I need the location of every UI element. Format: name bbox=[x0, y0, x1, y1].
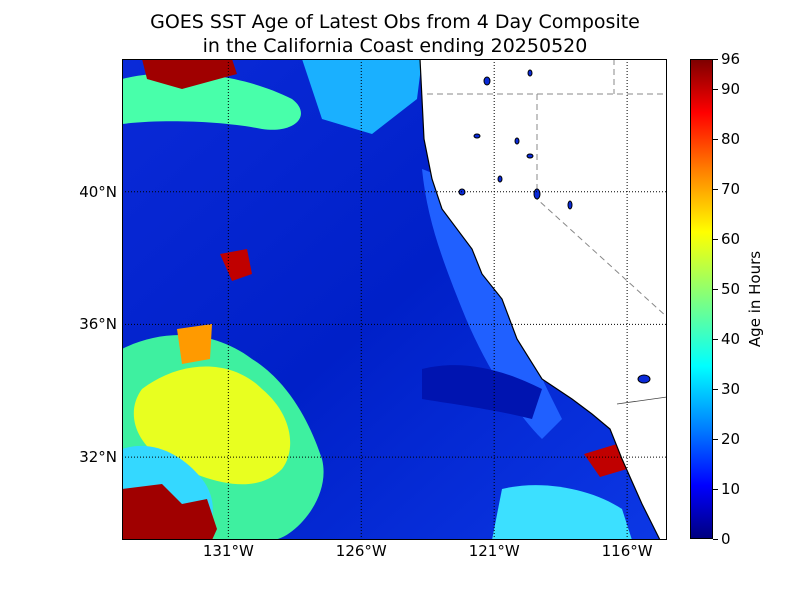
graticule bbox=[122, 59, 667, 540]
colorbar-tick-mark bbox=[713, 489, 718, 490]
colorbar-tick-label: 40 bbox=[721, 330, 741, 348]
colorbar-tick-mark bbox=[713, 189, 718, 190]
offshore-orange-patch bbox=[177, 324, 212, 364]
colorbar-tick-label: 10 bbox=[721, 480, 741, 498]
land-area bbox=[419, 59, 667, 540]
southwest-red-patch bbox=[122, 484, 217, 540]
latitude-tick-label: 40°N bbox=[79, 182, 117, 201]
colorbar-tick-mark bbox=[713, 339, 718, 340]
colorbar-tick-mark bbox=[713, 59, 718, 60]
longitude-tick-label: 121°W bbox=[468, 542, 520, 560]
sst-age-map bbox=[122, 59, 667, 540]
colorbar-tick-label: 60 bbox=[721, 230, 741, 248]
map-frame bbox=[122, 59, 667, 540]
colorbar-tick-label: 96 bbox=[721, 50, 741, 68]
longitude-tick-label: 126°W bbox=[335, 542, 387, 560]
north-cyan-patch bbox=[302, 59, 422, 134]
colorbar-tick-mark bbox=[713, 289, 718, 290]
colorbar-tick-mark bbox=[713, 539, 718, 540]
colorbar-tick-mark bbox=[713, 139, 718, 140]
colorbar-tick-mark bbox=[713, 389, 718, 390]
colorbar-tick-label: 70 bbox=[721, 180, 741, 198]
south-cyan-patch bbox=[492, 485, 632, 540]
colorbar-tick-mark bbox=[713, 239, 718, 240]
latitude-tick-label: 36°N bbox=[79, 315, 117, 334]
map-title-line2: in the California Coast ending 20250520 bbox=[202, 35, 588, 57]
colorbar-tick-label: 20 bbox=[721, 430, 741, 448]
longitude-tick-label: 116°W bbox=[601, 542, 653, 560]
colorbar-tick-mark bbox=[713, 89, 718, 90]
colorbar-tick-mark bbox=[713, 439, 718, 440]
sst-age-patches bbox=[122, 59, 632, 540]
colorbar-tick-label: 30 bbox=[721, 380, 741, 398]
lakes bbox=[458, 69, 651, 384]
mexico-border bbox=[616, 396, 667, 405]
northwest-green-patch bbox=[122, 73, 301, 130]
colorbar bbox=[690, 59, 713, 539]
latitude-tick-label: 32°N bbox=[79, 448, 117, 467]
colorbar-tick-label: 90 bbox=[721, 80, 741, 98]
south-red-patch bbox=[584, 444, 627, 477]
deep-blue-band bbox=[422, 365, 542, 419]
colorbar-label: Age in Hours bbox=[746, 250, 764, 348]
colorbar-tick-label: 50 bbox=[721, 280, 741, 298]
colorbar-tick-label: 0 bbox=[721, 530, 731, 548]
longitude-tick-label: 131°W bbox=[202, 542, 254, 560]
coastal-light-blue-patch bbox=[422, 169, 562, 439]
colorbar-tick-label: 80 bbox=[721, 130, 741, 148]
map-title-line1: GOES SST Age of Latest Obs from 4 Day Co… bbox=[150, 11, 640, 33]
northwest-red-patch bbox=[142, 59, 237, 89]
